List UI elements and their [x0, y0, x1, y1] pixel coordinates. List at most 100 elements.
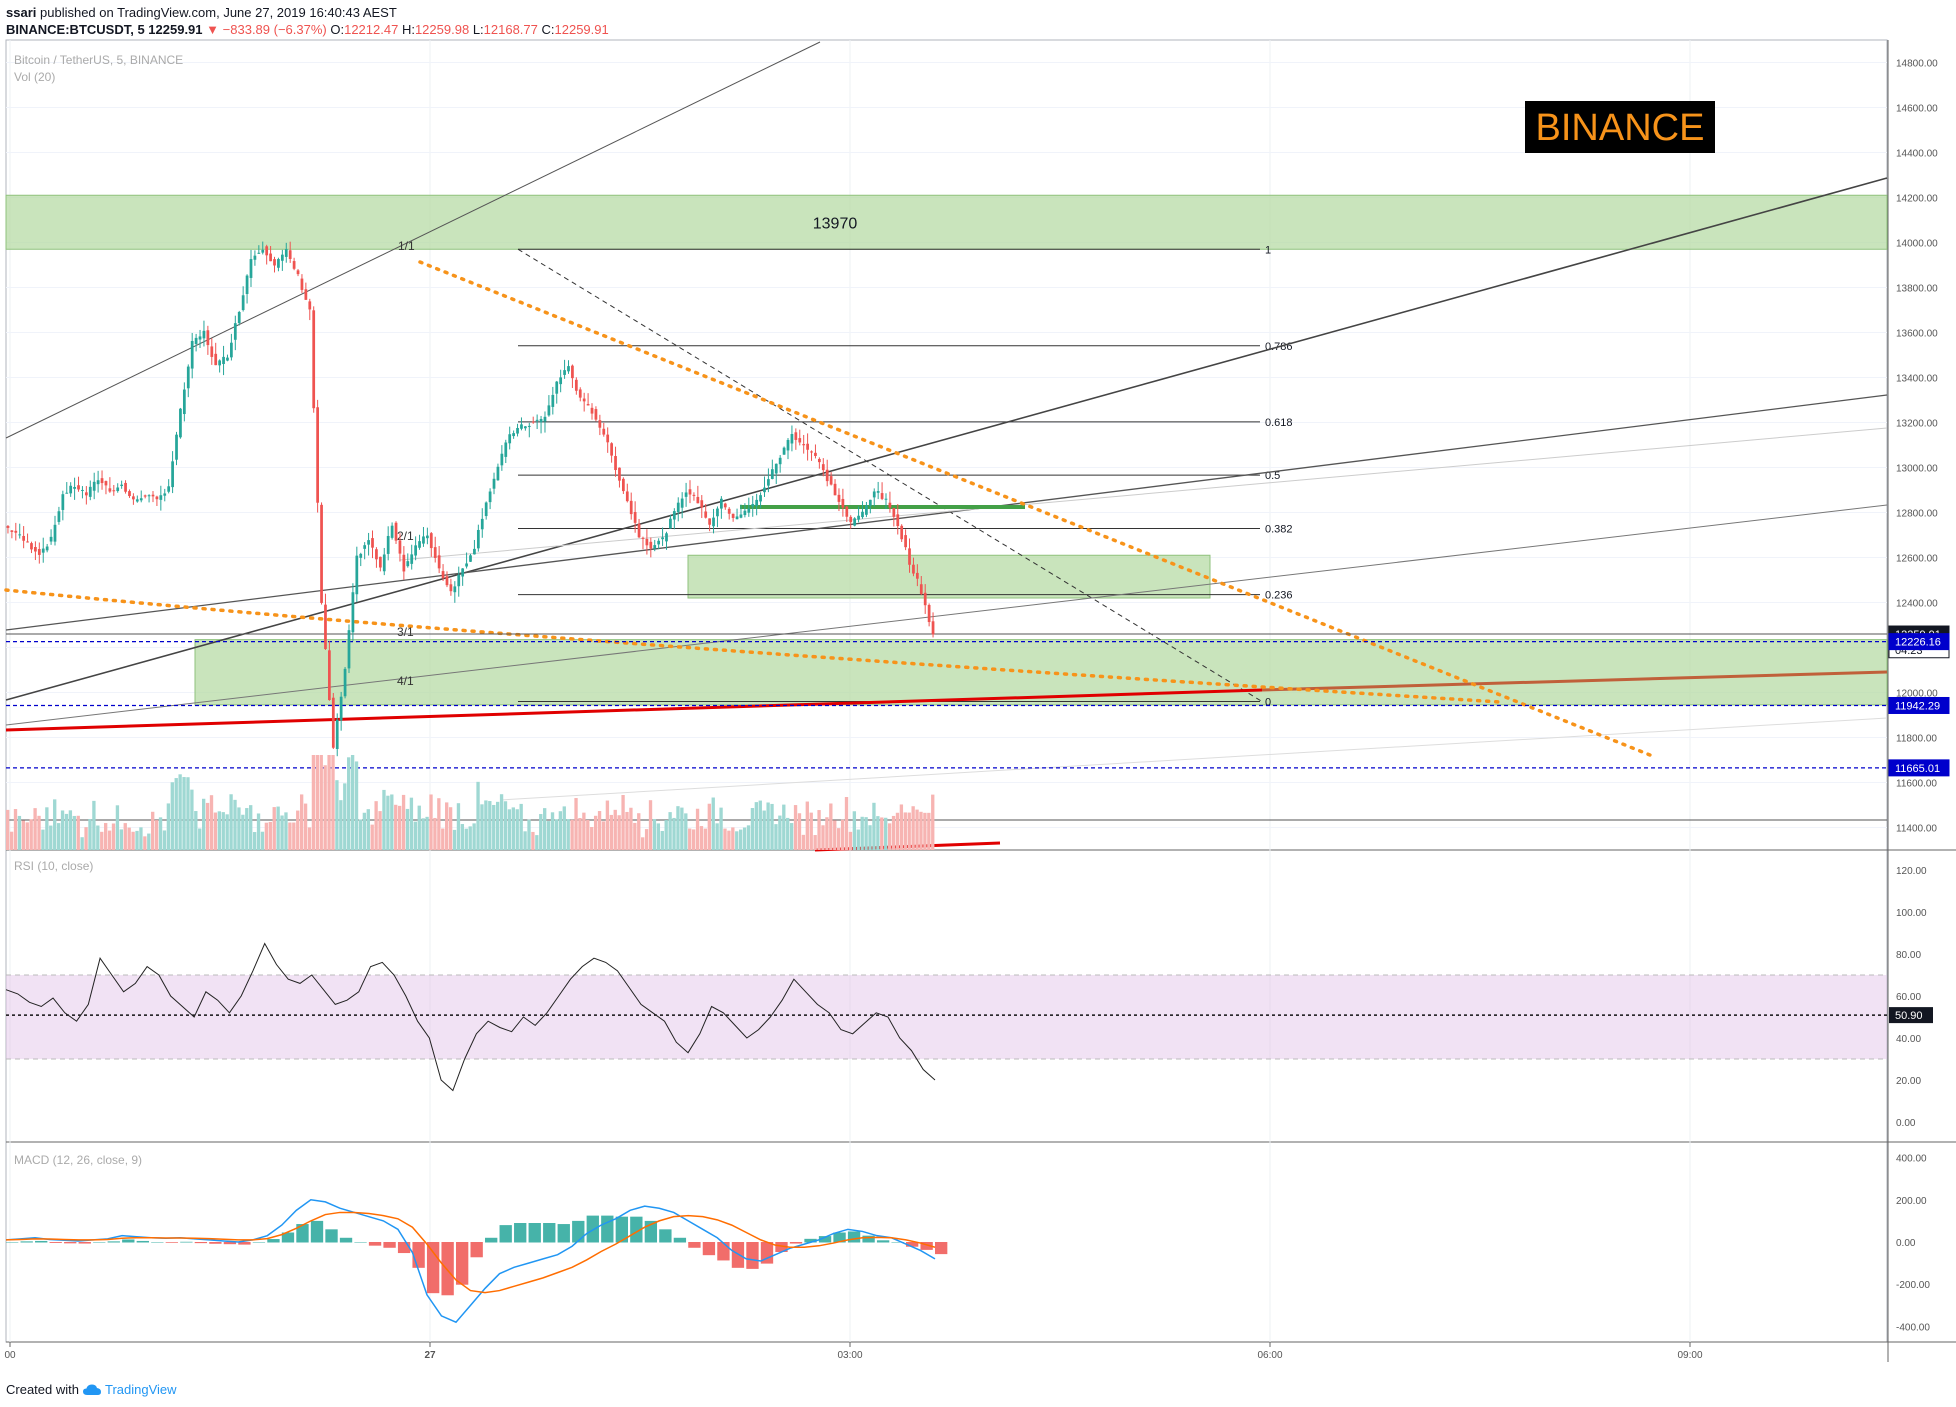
volume-bar — [386, 795, 390, 850]
volume-bar — [739, 829, 743, 850]
volume-bar — [750, 808, 755, 850]
rsi-tick-label: 40.00 — [1896, 1034, 1921, 1045]
orange-dotted-curve — [4, 588, 1502, 704]
macd-histogram-bar — [731, 1242, 745, 1268]
price-level-badge — [1888, 696, 1950, 714]
volume-bar — [546, 821, 551, 850]
volume-bar — [735, 831, 739, 850]
volume-bar — [343, 783, 347, 850]
volume-bar — [582, 812, 586, 850]
volume-bar — [413, 821, 417, 850]
candle-body — [649, 541, 653, 549]
volume-bar — [107, 830, 112, 850]
macd-histogram-bar — [746, 1242, 759, 1269]
volume-bar — [229, 794, 233, 850]
volume-bar — [209, 795, 214, 850]
price-tick-label: 11400.00 — [1896, 824, 1937, 835]
volume-bar — [76, 815, 80, 850]
candle-body — [457, 574, 461, 587]
candle-body — [696, 496, 700, 504]
volume-bar — [409, 797, 414, 850]
price-level-lines — [6, 633, 1887, 769]
volume-bar — [190, 789, 194, 850]
candle-body — [849, 516, 853, 523]
volume-bar — [366, 809, 370, 850]
rsi-tick-label: 120.00 — [1896, 866, 1927, 877]
rsi-tick-label: 60.00 — [1896, 992, 1921, 1003]
candle-body — [727, 508, 731, 514]
candle-body — [10, 530, 14, 532]
volume-bar — [194, 811, 198, 850]
macd-histogram-bar — [49, 1242, 62, 1243]
candle-body — [484, 502, 488, 517]
zone-label: 13970 — [813, 215, 858, 232]
candle-body — [931, 621, 935, 635]
volume-bar — [166, 803, 171, 850]
candle-body — [618, 467, 621, 481]
volume-bar — [617, 815, 621, 850]
candle-body — [853, 518, 857, 526]
volume-bar — [374, 801, 378, 850]
volume-bar — [445, 802, 449, 850]
volume-bar — [25, 822, 29, 850]
price-level-badge — [1888, 759, 1950, 777]
author-name[interactable]: ssari — [6, 5, 37, 20]
candle-body — [261, 249, 265, 253]
candle-body — [755, 499, 759, 506]
candle-body — [653, 545, 657, 549]
candle-body — [688, 489, 692, 495]
volume-bar — [417, 805, 421, 850]
long-trend-line — [5, 177, 1888, 701]
volume-bar — [880, 817, 884, 850]
macd-histogram-bar — [107, 1241, 120, 1243]
macd-histogram-bar — [93, 1242, 106, 1243]
candle-body — [394, 522, 398, 541]
mid-trend-line — [5, 394, 1888, 631]
macd-histogram-bar — [354, 1242, 367, 1243]
candle-body — [230, 342, 233, 358]
price-tick-label: 13400.00 — [1896, 374, 1938, 385]
candle-body — [912, 564, 915, 574]
volume-bar — [731, 827, 735, 850]
candle-body — [641, 537, 645, 539]
candle-body — [418, 541, 421, 548]
candle-body — [492, 478, 496, 489]
volume-bar — [96, 825, 100, 850]
candle-body — [359, 553, 363, 558]
volume-bar — [754, 802, 759, 850]
candle-body — [65, 492, 69, 494]
candle-body — [441, 571, 445, 579]
candle-body — [578, 389, 582, 398]
candle-body — [508, 434, 512, 444]
volume-bar — [864, 817, 868, 850]
volume-bar — [88, 819, 92, 850]
candle-body — [571, 365, 574, 379]
macd-histogram-bar — [470, 1242, 483, 1258]
macd-title: MACD (12, 26, close, 9) — [14, 1153, 142, 1167]
macd-histogram-bar — [659, 1229, 672, 1243]
candle-body — [821, 464, 825, 471]
volume-bar — [139, 827, 143, 850]
volume-bar — [625, 811, 629, 850]
candle-body — [708, 518, 711, 525]
volume-bar — [433, 817, 437, 850]
candle-body — [292, 261, 296, 269]
volume-bar — [919, 811, 923, 850]
fib-level-label: 0.382 — [1265, 523, 1293, 535]
candle-body — [704, 511, 708, 518]
tradingview-link[interactable]: TradingView — [104, 1382, 177, 1397]
candle-body — [37, 549, 41, 555]
macd-histogram-bar — [760, 1242, 774, 1264]
candle-body — [402, 554, 406, 572]
volume-bar — [299, 794, 304, 850]
volume-bar — [6, 809, 10, 850]
volume-bar — [856, 829, 860, 850]
volume-bar — [276, 806, 280, 850]
candle-body — [108, 488, 112, 492]
price-tick-label: 14600.00 — [1896, 104, 1938, 115]
macd-histogram-bar — [397, 1242, 411, 1254]
volume-bar — [401, 794, 406, 850]
candle-body — [351, 592, 355, 633]
volume-bar — [245, 808, 249, 850]
